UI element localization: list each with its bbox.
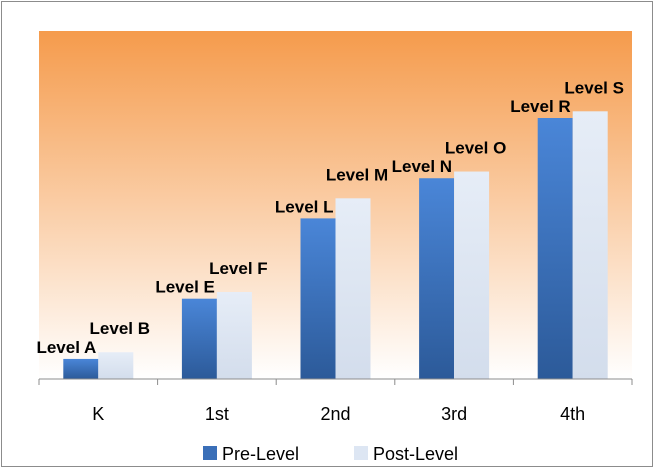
legend-label-pre-level: Pre-Level bbox=[222, 444, 299, 464]
legend: Pre-Level Post-Level bbox=[203, 444, 458, 464]
x-ticks: K 1st 2nd 3rd 4th bbox=[38, 379, 633, 424]
data-label-post-level: Level B bbox=[90, 319, 150, 338]
data-label-post-level: Level M bbox=[326, 165, 388, 184]
data-label-post-level: Level F bbox=[209, 259, 268, 278]
bar-pre-level bbox=[300, 218, 336, 379]
data-label-pre-level: Level L bbox=[275, 197, 334, 216]
data-label-pre-level: Level N bbox=[392, 157, 452, 176]
bar-pre-level bbox=[419, 178, 455, 379]
x-tick-label: K bbox=[92, 404, 104, 424]
legend-swatch-pre-level bbox=[203, 446, 217, 460]
bar-pre-level bbox=[63, 358, 99, 379]
bars-layer bbox=[63, 111, 608, 380]
bar-post-level bbox=[572, 111, 608, 380]
bar-post-level bbox=[98, 352, 134, 379]
x-tick-label: 2nd bbox=[320, 404, 350, 424]
data-label-pre-level: Level E bbox=[155, 278, 215, 297]
legend-label-post-level: Post-Level bbox=[373, 444, 458, 464]
data-label-pre-level: Level A bbox=[36, 338, 96, 357]
bar-pre-level bbox=[181, 298, 217, 379]
bar-pre-level bbox=[537, 118, 573, 379]
bar-post-level bbox=[216, 292, 252, 379]
bar-post-level bbox=[335, 198, 371, 379]
x-tick-label: 1st bbox=[205, 404, 229, 424]
x-tick-label: 4th bbox=[560, 404, 585, 424]
x-tick-label: 3rd bbox=[441, 404, 467, 424]
bar-post-level bbox=[454, 171, 490, 379]
data-label-post-level: Level O bbox=[445, 139, 506, 158]
legend-swatch-post-level bbox=[354, 446, 368, 460]
data-label-pre-level: Level R bbox=[510, 97, 570, 116]
data-label-post-level: Level S bbox=[564, 78, 624, 97]
